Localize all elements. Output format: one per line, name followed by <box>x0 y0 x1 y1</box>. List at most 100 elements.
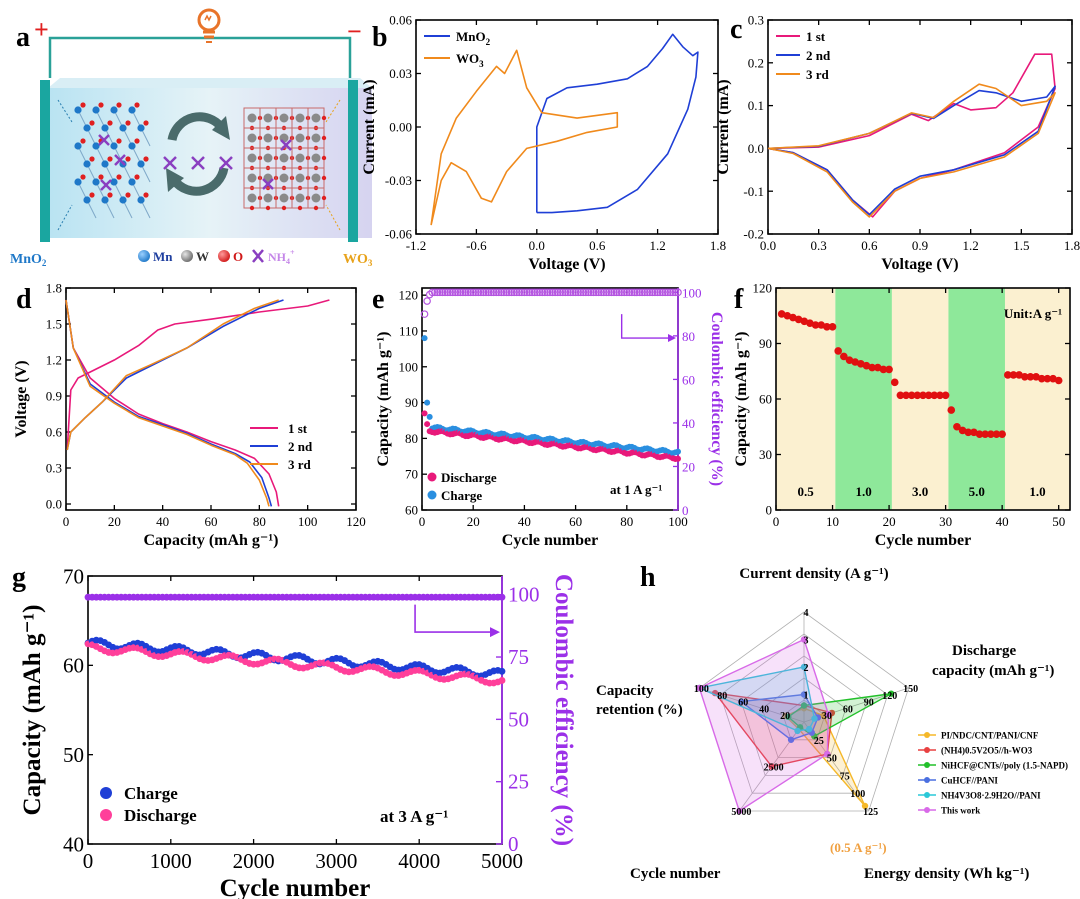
w-legend-label: W <box>196 249 209 264</box>
rate-band <box>891 288 949 510</box>
efficiency-point <box>500 288 508 297</box>
x-tick-label: -1.2 <box>406 238 427 253</box>
nh4-ion <box>191 156 205 170</box>
x-tick-label: 4000 <box>398 849 440 873</box>
rate-point <box>890 378 899 387</box>
efficiency-point <box>512 288 521 297</box>
x-tick-label: 100 <box>668 514 688 529</box>
efficiency-point <box>569 288 577 297</box>
rate-point <box>913 391 922 400</box>
y-tick-label: 80 <box>405 431 418 446</box>
rate-label: 0.5 <box>798 484 815 499</box>
energy-note: (0.5 A g⁻¹) <box>830 840 887 855</box>
efficiency-point <box>533 288 542 297</box>
legend-marker <box>427 490 437 500</box>
cv-line-2nd <box>767 85 1056 216</box>
rate-point <box>919 391 927 400</box>
radar-tick-label: 30 <box>822 711 832 722</box>
cycle-arrow-bottom <box>170 166 229 196</box>
efficiency-point <box>620 288 629 297</box>
y2-tick-label: 50 <box>508 707 529 731</box>
discharge-point <box>421 410 428 417</box>
w-atom <box>295 193 305 203</box>
efficiency-point <box>599 288 608 297</box>
w-atom <box>295 153 305 163</box>
legend-label: CuHCF//PANI <box>941 776 998 786</box>
radar-grid <box>719 633 889 794</box>
radar-tick-label: 80 <box>717 691 727 702</box>
panel-label: f <box>734 284 744 315</box>
w-atom <box>311 153 321 163</box>
x-tick-label: 20 <box>883 514 896 529</box>
nh4-legend-label: NH <box>268 250 287 264</box>
wo3-lattice <box>243 107 327 211</box>
x-tick-label: 120 <box>346 514 366 529</box>
rate-point <box>975 430 984 438</box>
x-tick-label: 10 <box>826 514 839 529</box>
y-axis-label: Voltage (V) <box>13 360 30 437</box>
gcd-line <box>65 299 273 507</box>
x-tick-label: 20 <box>467 514 480 529</box>
panel-label: c <box>730 14 742 45</box>
rate-point <box>981 430 989 438</box>
y-tick-label: 70 <box>405 467 418 482</box>
radar-tick-label: 25 <box>814 736 824 747</box>
x-tick-label: 80 <box>253 514 266 529</box>
rate-point <box>936 391 944 400</box>
cv-line-3rd <box>767 83 1056 218</box>
rate-point <box>902 391 910 400</box>
axis-label-energy-density: Energy density (Wh kg⁻¹) <box>864 866 1029 882</box>
cell-top <box>48 78 372 88</box>
y-tick-label: 60 <box>405 503 418 518</box>
y-tick-label: 60 <box>63 654 84 678</box>
y2-tick-label: 100 <box>682 285 702 300</box>
y-tick-label: 0.0 <box>46 497 62 512</box>
rate-point <box>1037 374 1046 383</box>
efficiency-point <box>425 290 434 299</box>
x-tick-label: 100 <box>298 514 318 529</box>
x-tick-label: 1.8 <box>710 238 726 253</box>
efficiency-point <box>436 288 444 297</box>
efficiency-point <box>530 288 539 297</box>
mn-atom <box>137 124 145 132</box>
legend-label: PI/NDC/CNT/PANI/CNF <box>941 731 1039 741</box>
legend-label: 2 nd <box>806 48 831 63</box>
radar-tick-label: 5000 <box>731 807 751 818</box>
mn-atom <box>74 142 82 150</box>
radar-point <box>787 736 795 743</box>
radar-grid <box>740 655 868 776</box>
radar-grid <box>698 611 910 812</box>
rate-point <box>1009 371 1018 379</box>
rate-point <box>998 430 1006 438</box>
radar-point <box>736 807 743 815</box>
w-atom <box>311 133 321 143</box>
left-electrode <box>40 80 50 242</box>
nh4-ion <box>219 156 233 170</box>
mn-atom <box>83 196 91 204</box>
legend-label: NH4V3O8·2.9H2O//PANI <box>941 791 1041 801</box>
mn-atom <box>128 142 136 150</box>
x-tick-label: 2000 <box>233 849 275 873</box>
mn-atom <box>92 142 100 150</box>
mn-atom <box>83 160 91 168</box>
panel-label: h <box>640 562 656 593</box>
w-atom <box>247 153 257 163</box>
y-tick-label: 0 <box>766 503 773 518</box>
radar-point <box>800 691 808 698</box>
rate-point <box>1043 374 1052 383</box>
radar-tick-label: 2 <box>804 663 809 674</box>
rate-point <box>953 422 961 431</box>
panel-c: c 0.0 0.3 0.6 0.9 1.2 1.5 1.8 -0.2 -0.1 0.0 0.1 0.2 0… <box>715 13 1080 273</box>
legend-label: 3 rd <box>806 67 830 82</box>
y-axis-label: Capacity (mAh g⁻¹) <box>733 331 750 466</box>
x-tick-label: 0 <box>83 849 94 873</box>
axis-arrow <box>414 604 494 633</box>
svg-text:NH4+: NH4+ <box>268 248 295 266</box>
efficiency-point <box>602 288 611 297</box>
efficiency-point <box>589 288 598 297</box>
radar-tick-label: 1 <box>804 691 809 702</box>
y-tick-label: 70 <box>63 564 84 588</box>
rate-label: 1.0 <box>856 484 872 499</box>
